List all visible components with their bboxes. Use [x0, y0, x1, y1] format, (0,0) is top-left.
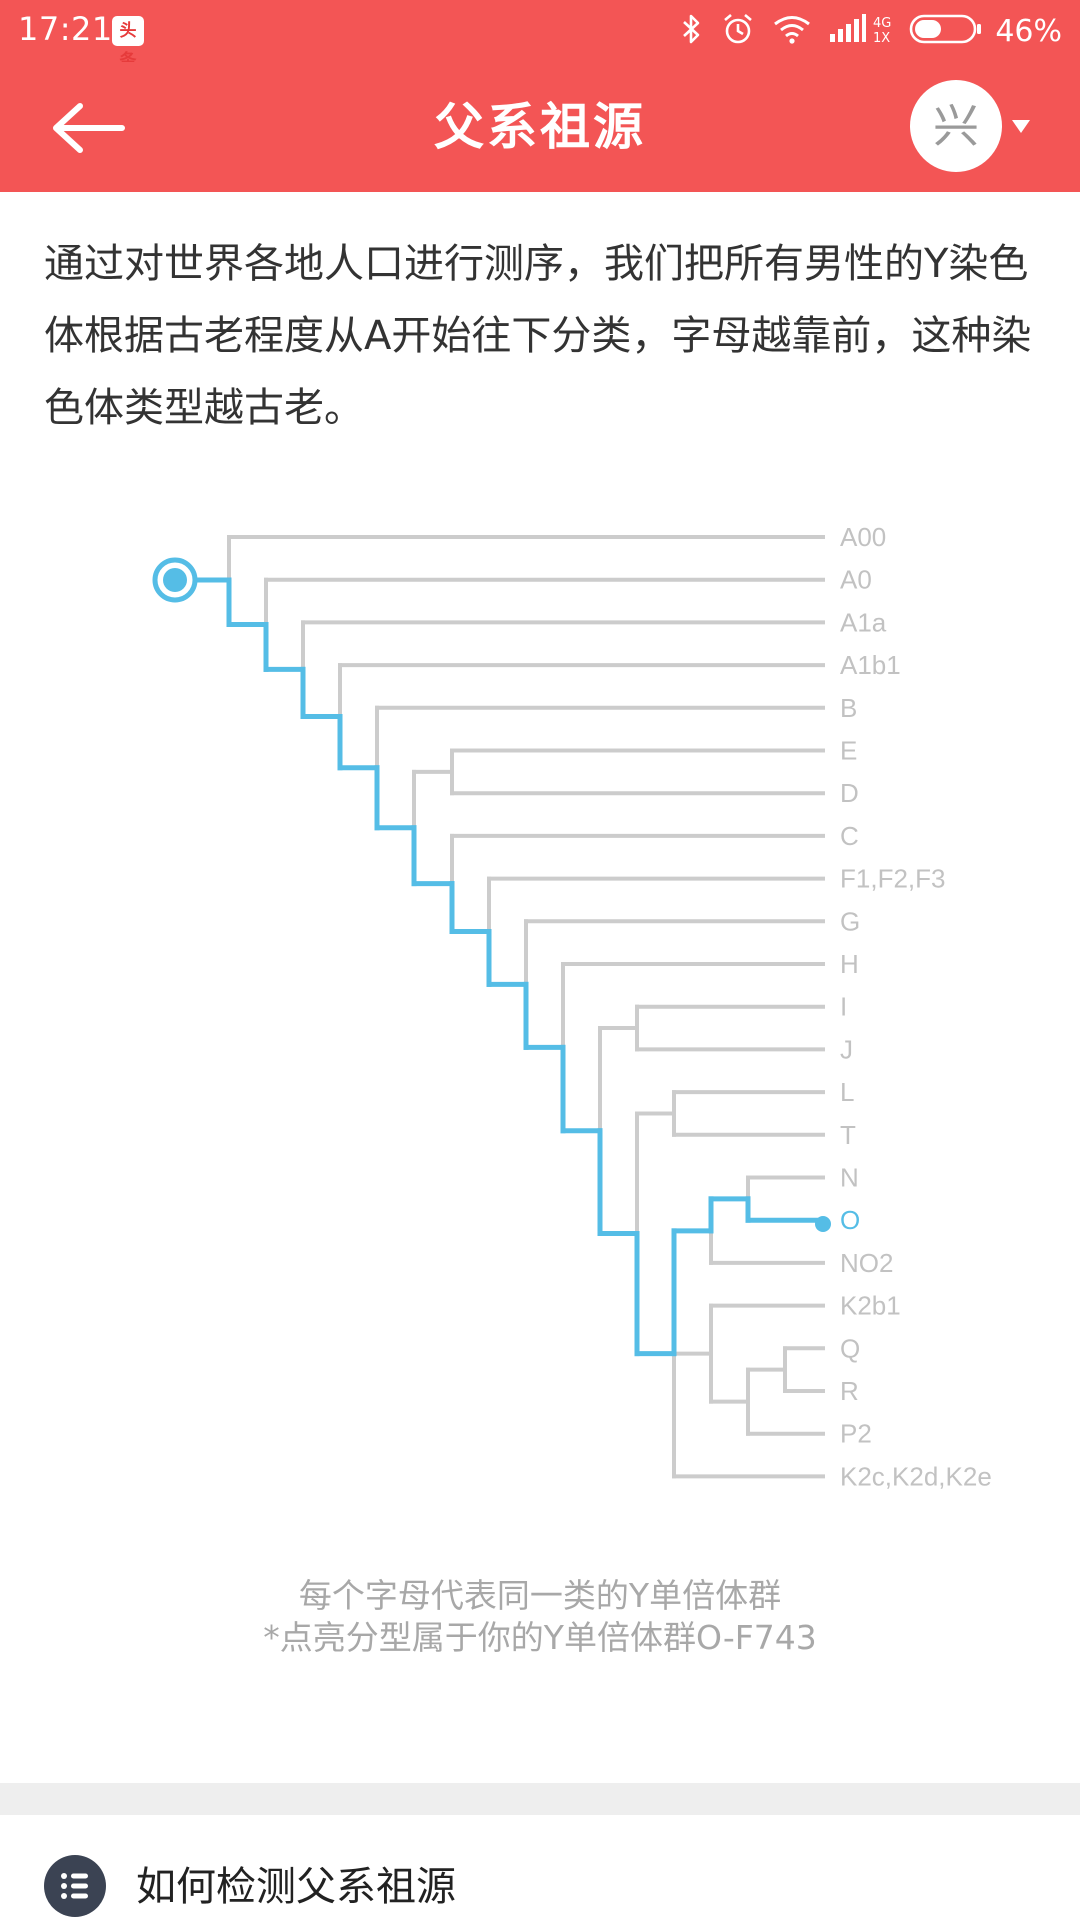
tree-leaf-label: O	[840, 1205, 860, 1235]
back-button[interactable]	[50, 100, 130, 156]
tree-leaf-label: A1b1	[840, 650, 901, 680]
battery-percent: 46%	[995, 13, 1062, 49]
tree-leaf-label: C	[840, 821, 859, 851]
tree-leaf-label: H	[840, 949, 859, 979]
tree-leaf-label: L	[840, 1077, 854, 1107]
status-icons: 4G 1X 46%	[663, 8, 1062, 54]
footnote-line-2: *点亮分型属于你的Y单倍体群O-F743	[263, 1618, 817, 1657]
footnote: 每个字母代表同一类的Y单倍体群 *点亮分型属于你的Y单倍体群O-F743	[0, 1575, 1080, 1659]
network-type-bottom: 1X	[872, 31, 891, 46]
tree-leaf-label: Q	[840, 1333, 860, 1363]
bluetooth-icon	[681, 13, 703, 49]
tree-leaf-label: F1,F2,F3	[840, 864, 945, 894]
tree-branches	[227, 535, 825, 1479]
tree-leaf-label: K2b1	[840, 1291, 901, 1321]
status-bar: 17:21 头条 4G 1X 46%	[0, 0, 1080, 71]
signal-icon	[829, 13, 867, 49]
list-icon	[44, 1855, 106, 1917]
alarm-icon	[721, 12, 755, 50]
page-title: 父系祖源	[434, 98, 646, 156]
network-type-top: 4G	[872, 16, 892, 31]
tree-leaf-label: NO2	[840, 1248, 893, 1278]
tree-leaf-label: N	[840, 1163, 859, 1193]
section-divider	[0, 1783, 1080, 1815]
avatar[interactable]: 兴	[910, 80, 1002, 172]
intro-text: 通过对世界各地人口进行测序，我们把所有男性的Y染色体根据古老程度从A开始往下分类…	[44, 241, 1032, 431]
caret-down-icon[interactable]	[1012, 119, 1030, 133]
tree-leaf-label: K2c,K2d,K2e	[840, 1461, 992, 1491]
tree-leaf-label: A0	[840, 565, 872, 595]
how-to-detect-label: 如何检测父系祖源	[136, 1864, 456, 1910]
tree-leaf-label: A00	[840, 522, 886, 552]
arrow-left-icon	[53, 103, 125, 153]
tree-leaf-label: I	[840, 992, 847, 1022]
status-time: 17:21	[18, 10, 113, 48]
highlighted-leaf-dot	[815, 1216, 831, 1232]
tree-leaf-label: G	[840, 906, 860, 936]
tree-leaf-label: A1a	[840, 607, 887, 637]
app-header: 父系祖源 兴	[0, 62, 1080, 192]
tree-leaf-label: J	[840, 1034, 853, 1064]
wifi-icon	[773, 14, 811, 48]
network-type: 4G 1X	[873, 16, 891, 46]
battery-icon	[909, 13, 983, 49]
tree-leaf-label: D	[840, 778, 859, 808]
tree-leaf-label: B	[840, 693, 857, 723]
tree-leaf-label: R	[840, 1376, 859, 1406]
tree-leaf-label: E	[840, 736, 857, 766]
footnote-line-1: 每个字母代表同一类的Y单倍体群	[298, 1576, 782, 1615]
news-app-icon: 头条	[112, 16, 144, 71]
tree-highlight-path	[172, 577, 826, 1357]
tree-leaf-label: T	[840, 1120, 856, 1150]
tree-root-marker	[152, 557, 198, 603]
account-switcher[interactable]: 兴	[910, 80, 1030, 172]
tree-leaf-label: P2	[840, 1419, 872, 1449]
how-to-detect-row[interactable]: 如何检测父系祖源	[0, 1815, 1080, 1920]
